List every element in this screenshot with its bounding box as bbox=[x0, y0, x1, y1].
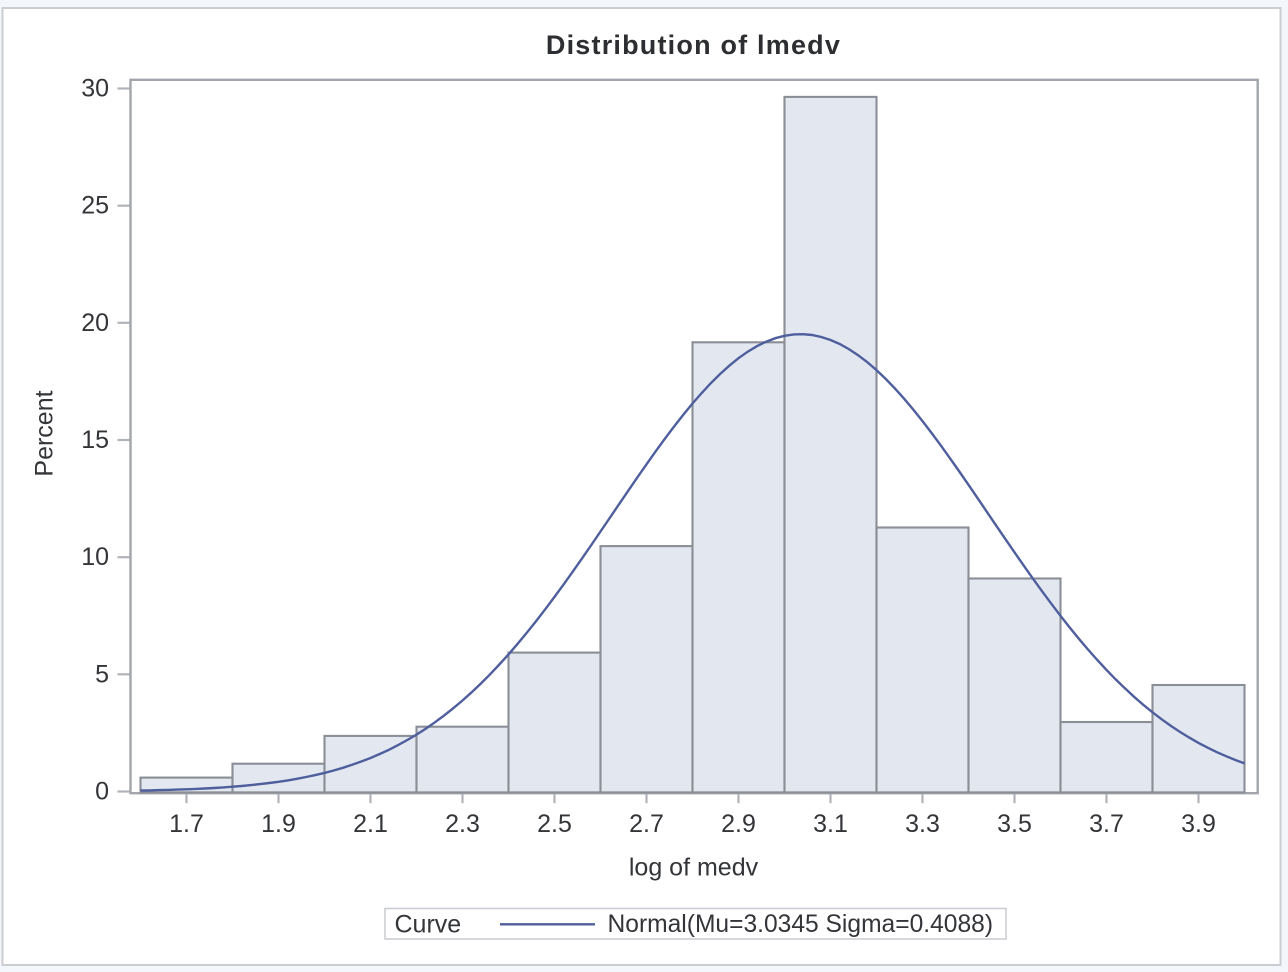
svg-text:2.7: 2.7 bbox=[629, 810, 664, 838]
svg-text:Percent: Percent bbox=[31, 390, 59, 476]
svg-text:3.3: 3.3 bbox=[905, 810, 940, 838]
svg-text:20: 20 bbox=[81, 309, 109, 337]
svg-text:3.1: 3.1 bbox=[813, 810, 848, 838]
svg-text:3.9: 3.9 bbox=[1181, 810, 1216, 838]
svg-text:Distribution of lmedv: Distribution of lmedv bbox=[546, 30, 841, 60]
svg-text:5: 5 bbox=[95, 660, 109, 688]
svg-text:15: 15 bbox=[81, 426, 109, 454]
svg-text:0: 0 bbox=[95, 778, 109, 806]
svg-text:log of medv: log of medv bbox=[629, 854, 759, 882]
svg-text:1.7: 1.7 bbox=[169, 810, 204, 838]
svg-text:Normal(Mu=3.0345 Sigma=0.4088): Normal(Mu=3.0345 Sigma=0.4088) bbox=[608, 911, 994, 938]
svg-text:2.3: 2.3 bbox=[445, 810, 480, 838]
svg-text:1.9: 1.9 bbox=[261, 810, 296, 838]
svg-text:Curve: Curve bbox=[395, 911, 462, 939]
svg-text:25: 25 bbox=[81, 192, 109, 220]
svg-text:30: 30 bbox=[81, 75, 109, 103]
svg-text:3.5: 3.5 bbox=[997, 810, 1032, 838]
svg-text:3.7: 3.7 bbox=[1089, 810, 1124, 838]
svg-text:2.5: 2.5 bbox=[537, 810, 572, 838]
svg-text:10: 10 bbox=[81, 543, 109, 571]
svg-text:2.1: 2.1 bbox=[353, 810, 388, 838]
svg-text:2.9: 2.9 bbox=[721, 810, 756, 838]
